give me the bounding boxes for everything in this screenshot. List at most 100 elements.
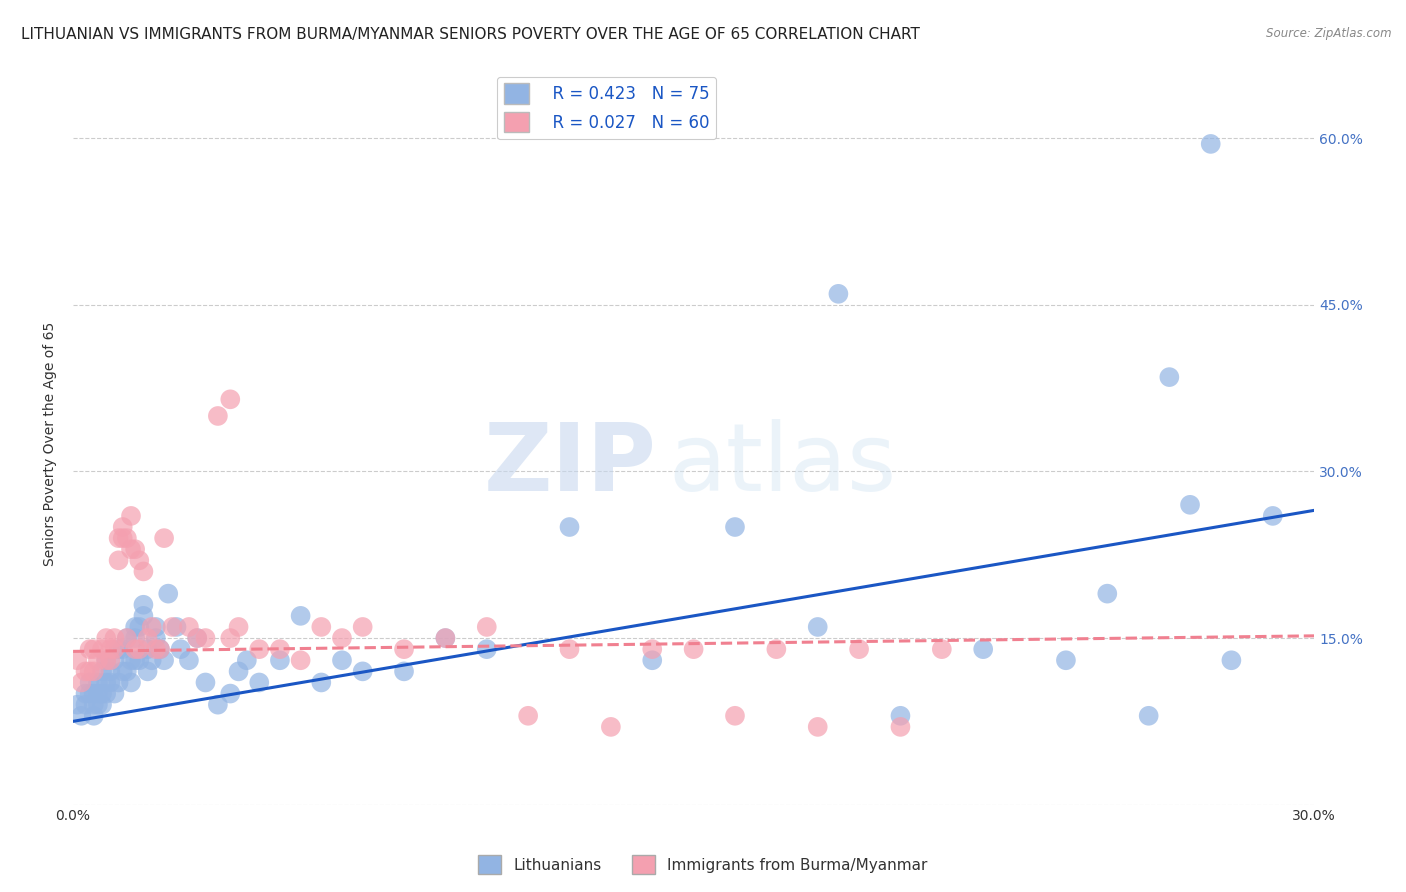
Point — [219, 392, 242, 407]
Lithuanians — [128, 620, 150, 634]
Immigrants from Burma/Myanmar — [599, 720, 621, 734]
Point — [1199, 136, 1222, 151]
Lithuanians — [83, 687, 105, 701]
Lithuanians — [352, 665, 374, 679]
Immigrants from Burma/Myanmar — [219, 631, 242, 645]
Lithuanians — [120, 653, 142, 667]
Lithuanians — [87, 687, 110, 701]
Lithuanians — [194, 675, 217, 690]
Lithuanians — [111, 642, 134, 657]
Immigrants from Burma/Myanmar — [111, 531, 134, 545]
Immigrants from Burma/Myanmar — [103, 631, 125, 645]
Lithuanians — [889, 708, 911, 723]
Y-axis label: Seniors Poverty Over the Age of 65: Seniors Poverty Over the Age of 65 — [44, 322, 58, 566]
Immigrants from Burma/Myanmar — [475, 620, 498, 634]
Legend:   R = 0.423   N = 75,   R = 0.027   N = 60: R = 0.423 N = 75, R = 0.027 N = 60 — [498, 77, 717, 139]
Immigrants from Burma/Myanmar — [132, 565, 155, 579]
Lithuanians — [1261, 508, 1284, 523]
Immigrants from Burma/Myanmar — [124, 642, 146, 657]
Lithuanians — [132, 598, 155, 612]
Immigrants from Burma/Myanmar — [91, 642, 114, 657]
Lithuanians — [70, 708, 93, 723]
Lithuanians — [177, 653, 200, 667]
Immigrants from Burma/Myanmar — [392, 642, 415, 657]
Lithuanians — [107, 642, 129, 657]
Lithuanians — [75, 698, 97, 712]
Lithuanians — [236, 653, 259, 667]
Immigrants from Burma/Myanmar — [145, 642, 167, 657]
Immigrants from Burma/Myanmar — [153, 531, 176, 545]
Lithuanians — [1137, 708, 1160, 723]
Lithuanians — [115, 665, 138, 679]
Lithuanians — [124, 631, 146, 645]
Immigrants from Burma/Myanmar — [103, 642, 125, 657]
Lithuanians — [79, 675, 101, 690]
Lithuanians — [207, 698, 229, 712]
Lithuanians — [87, 698, 110, 712]
Lithuanians — [66, 698, 89, 712]
Immigrants from Burma/Myanmar — [83, 665, 105, 679]
Text: LITHUANIAN VS IMMIGRANTS FROM BURMA/MYANMAR SENIORS POVERTY OVER THE AGE OF 65 C: LITHUANIAN VS IMMIGRANTS FROM BURMA/MYAN… — [21, 27, 920, 42]
Lithuanians — [228, 665, 250, 679]
Lithuanians — [153, 653, 176, 667]
Lithuanians — [311, 675, 333, 690]
Lithuanians — [91, 698, 114, 712]
Lithuanians — [558, 520, 581, 534]
Lithuanians — [103, 653, 125, 667]
Immigrants from Burma/Myanmar — [115, 631, 138, 645]
Immigrants from Burma/Myanmar — [115, 531, 138, 545]
Text: Source: ZipAtlas.com: Source: ZipAtlas.com — [1267, 27, 1392, 40]
Immigrants from Burma/Myanmar — [807, 720, 830, 734]
Immigrants from Burma/Myanmar — [98, 642, 121, 657]
Immigrants from Burma/Myanmar — [75, 665, 97, 679]
Lithuanians — [724, 520, 747, 534]
Legend: Lithuanians, Immigrants from Burma/Myanmar: Lithuanians, Immigrants from Burma/Myanm… — [472, 849, 934, 880]
Immigrants from Burma/Myanmar — [641, 642, 664, 657]
Lithuanians — [124, 653, 146, 667]
Point — [1159, 370, 1181, 384]
Lithuanians — [145, 620, 167, 634]
Lithuanians — [136, 665, 159, 679]
Lithuanians — [98, 675, 121, 690]
Lithuanians — [120, 675, 142, 690]
Lithuanians — [87, 675, 110, 690]
Lithuanians — [136, 642, 159, 657]
Immigrants from Burma/Myanmar — [724, 708, 747, 723]
Immigrants from Burma/Myanmar — [434, 631, 457, 645]
Immigrants from Burma/Myanmar — [128, 553, 150, 567]
Immigrants from Burma/Myanmar — [120, 542, 142, 557]
Lithuanians — [807, 620, 830, 634]
Lithuanians — [330, 653, 353, 667]
Immigrants from Burma/Myanmar — [96, 631, 118, 645]
Immigrants from Burma/Myanmar — [98, 653, 121, 667]
Lithuanians — [1178, 498, 1201, 512]
Lithuanians — [1220, 653, 1243, 667]
Immigrants from Burma/Myanmar — [228, 620, 250, 634]
Immigrants from Burma/Myanmar — [848, 642, 870, 657]
Lithuanians — [166, 620, 188, 634]
Lithuanians — [83, 708, 105, 723]
Lithuanians — [475, 642, 498, 657]
Immigrants from Burma/Myanmar — [70, 675, 93, 690]
Lithuanians — [132, 608, 155, 623]
Lithuanians — [115, 631, 138, 645]
Immigrants from Burma/Myanmar — [177, 620, 200, 634]
Immigrants from Burma/Myanmar — [124, 542, 146, 557]
Immigrants from Burma/Myanmar — [352, 620, 374, 634]
Text: ZIP: ZIP — [484, 419, 657, 511]
Lithuanians — [75, 687, 97, 701]
Immigrants from Burma/Myanmar — [83, 642, 105, 657]
Lithuanians — [145, 631, 167, 645]
Lithuanians — [434, 631, 457, 645]
Immigrants from Burma/Myanmar — [517, 708, 540, 723]
Lithuanians — [169, 642, 191, 657]
Lithuanians — [269, 653, 291, 667]
Immigrants from Burma/Myanmar — [79, 642, 101, 657]
Lithuanians — [392, 665, 415, 679]
Lithuanians — [1097, 587, 1119, 601]
Lithuanians — [103, 687, 125, 701]
Immigrants from Burma/Myanmar — [87, 653, 110, 667]
Immigrants from Burma/Myanmar — [558, 642, 581, 657]
Immigrants from Burma/Myanmar — [889, 720, 911, 734]
Text: atlas: atlas — [669, 419, 897, 511]
